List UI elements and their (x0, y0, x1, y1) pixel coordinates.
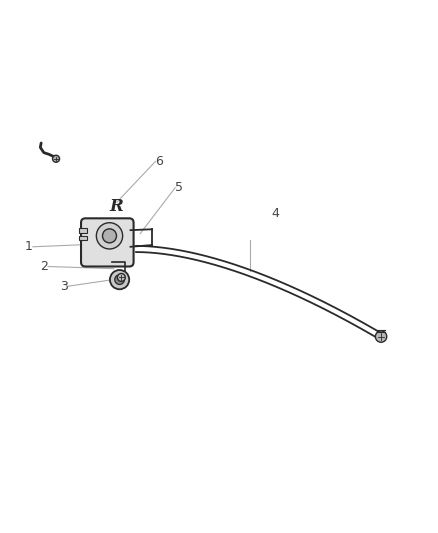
FancyBboxPatch shape (81, 219, 134, 266)
Circle shape (102, 229, 117, 243)
Circle shape (53, 155, 60, 162)
Text: 6: 6 (155, 155, 163, 168)
Text: 4: 4 (272, 207, 279, 221)
Text: R: R (109, 198, 123, 215)
Circle shape (117, 273, 125, 281)
Circle shape (375, 331, 387, 342)
Text: 2: 2 (40, 260, 48, 273)
Text: 3: 3 (60, 280, 68, 293)
Text: 1: 1 (25, 240, 33, 253)
Circle shape (115, 275, 124, 285)
Bar (79, 229, 87, 233)
Text: 5: 5 (175, 181, 183, 194)
Circle shape (110, 270, 129, 289)
Circle shape (96, 223, 123, 249)
Bar (79, 236, 87, 240)
